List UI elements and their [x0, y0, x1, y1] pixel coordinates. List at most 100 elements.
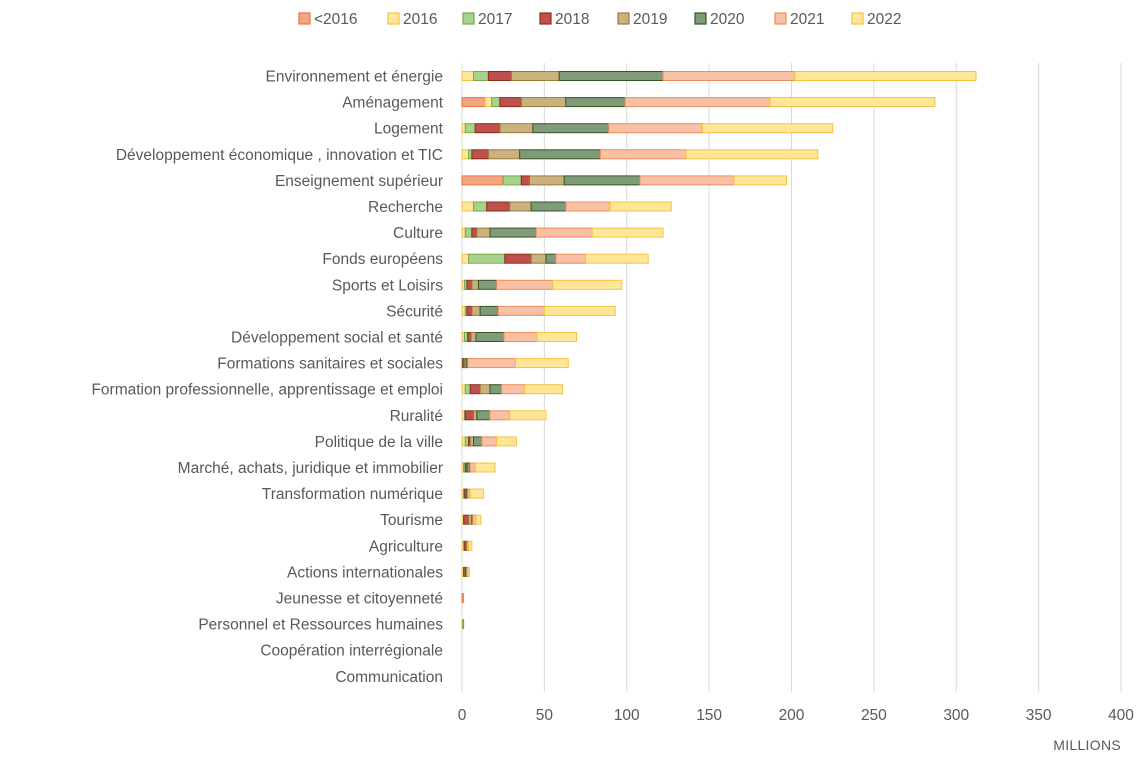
- bar-segment: [484, 97, 493, 108]
- bar-segment: [464, 227, 473, 238]
- bar-segment: [509, 410, 547, 421]
- x-axis-ticks: 0 50 100 150 200 250 300 350 400: [458, 707, 1135, 724]
- bar-segment: [477, 279, 498, 290]
- bar-segment: [489, 227, 537, 238]
- legend-swatch: [774, 12, 787, 25]
- bar-segment: [471, 227, 478, 238]
- bar-segment: [609, 201, 672, 212]
- bar-segment: [510, 71, 560, 81]
- category-label: Fonds européens: [322, 251, 443, 268]
- category-label: Personnel et Ressources humaines: [198, 617, 443, 634]
- bar-segment: [733, 175, 788, 186]
- bar-segment: [543, 305, 616, 316]
- bar-segment: [499, 97, 522, 108]
- x-axis-unit-label: MILLIONS: [1053, 737, 1121, 753]
- bar-segment: [496, 279, 554, 290]
- bar-segment: [468, 540, 473, 551]
- bar-segment: [466, 305, 473, 316]
- bar-segment: [464, 123, 476, 134]
- bar-segment: [565, 97, 626, 108]
- category-label: Transformation numérique: [262, 486, 443, 503]
- bar-segment: [501, 384, 526, 395]
- x-tick-label: 150: [696, 707, 722, 724]
- bar-segment: [530, 253, 547, 264]
- legend-label: 2016: [403, 11, 437, 28]
- legend-swatch: [387, 12, 400, 25]
- bar-segment: [524, 384, 563, 395]
- bar-segment: [461, 201, 475, 212]
- x-tick-label: 300: [943, 707, 969, 724]
- bar-segment: [497, 305, 545, 316]
- bar-segment: [462, 619, 465, 630]
- bar-segment: [530, 201, 567, 212]
- category-label: Jeunesse et citoyenneté: [276, 591, 443, 608]
- legend-swatch: [694, 12, 707, 25]
- bar-segment: [503, 332, 538, 342]
- bar-segment: [461, 149, 470, 160]
- bar-segment: [520, 175, 531, 186]
- category-label: Marché, achats, juridique et immobilier: [178, 460, 443, 477]
- bar-segment: [487, 71, 512, 81]
- bar-segment: [555, 253, 587, 264]
- category-label: Tourisme: [380, 512, 443, 529]
- category-label: Culture: [393, 225, 443, 242]
- legend-swatch: [298, 12, 311, 25]
- legend-swatch: [539, 12, 552, 25]
- bar-segment: [563, 175, 641, 186]
- bar-segment: [471, 305, 481, 316]
- bar-segment: [486, 201, 511, 212]
- bar-segment: [464, 384, 471, 395]
- bar-segment: [515, 358, 569, 369]
- category-label: Aménagement: [342, 95, 444, 112]
- category-label: Formation professionnelle, apprentissage…: [91, 382, 443, 399]
- category-label: Enseignement supérieur: [275, 173, 443, 190]
- bar-segment: [624, 97, 771, 108]
- bars: [461, 71, 977, 630]
- bar-segment: [552, 279, 623, 290]
- legend-label: 2019: [633, 11, 667, 28]
- bar-segment: [474, 123, 501, 134]
- category-label: Agriculture: [369, 538, 443, 555]
- category-label: Logement: [374, 121, 444, 138]
- category-label: Formations sanitaires et sociales: [217, 356, 443, 373]
- bar-segment: [461, 175, 504, 186]
- legend-label: <2016: [314, 11, 358, 28]
- bar-segment: [685, 149, 819, 160]
- legend-label: 2020: [710, 11, 745, 28]
- category-label: Développement économique , innovation et…: [116, 147, 443, 164]
- bar-segment: [499, 123, 534, 134]
- x-tick-label: 350: [1026, 707, 1052, 724]
- bar-segment: [469, 462, 476, 473]
- category-label: Développement social et santé: [231, 330, 443, 347]
- legend-label: 2017: [478, 11, 512, 28]
- bar-segment: [536, 332, 578, 342]
- bar-segment: [468, 253, 506, 264]
- bar-segment: [479, 384, 491, 395]
- bar-segment: [591, 227, 664, 238]
- bar-segment: [467, 566, 470, 577]
- legend-label: 2018: [555, 11, 589, 28]
- bar-segment: [473, 71, 489, 81]
- bar-segment: [476, 410, 491, 421]
- bar-segment: [565, 201, 611, 212]
- bar-segment: [545, 253, 557, 264]
- bar-segment: [794, 71, 977, 81]
- legend-label: 2021: [790, 11, 824, 28]
- bar-segment: [702, 123, 834, 134]
- bar-segment: [466, 279, 473, 290]
- bar-segment: [662, 71, 796, 81]
- bar-segment: [473, 201, 488, 212]
- category-label: Recherche: [368, 199, 443, 216]
- bar-segment: [467, 358, 517, 369]
- bar-segment: [473, 436, 483, 447]
- bar-segment: [469, 384, 481, 395]
- bar-segment: [476, 227, 491, 238]
- bar-segment: [502, 175, 522, 186]
- legend: <2016 2016 2017 2018 2019 2020 2021 2022: [298, 11, 901, 28]
- x-tick-label: 100: [614, 707, 640, 724]
- category-label: Sécurité: [386, 303, 443, 320]
- bar-segment: [585, 253, 649, 264]
- category-label: Sports et Loisirs: [332, 277, 443, 294]
- legend-label: 2022: [867, 11, 901, 28]
